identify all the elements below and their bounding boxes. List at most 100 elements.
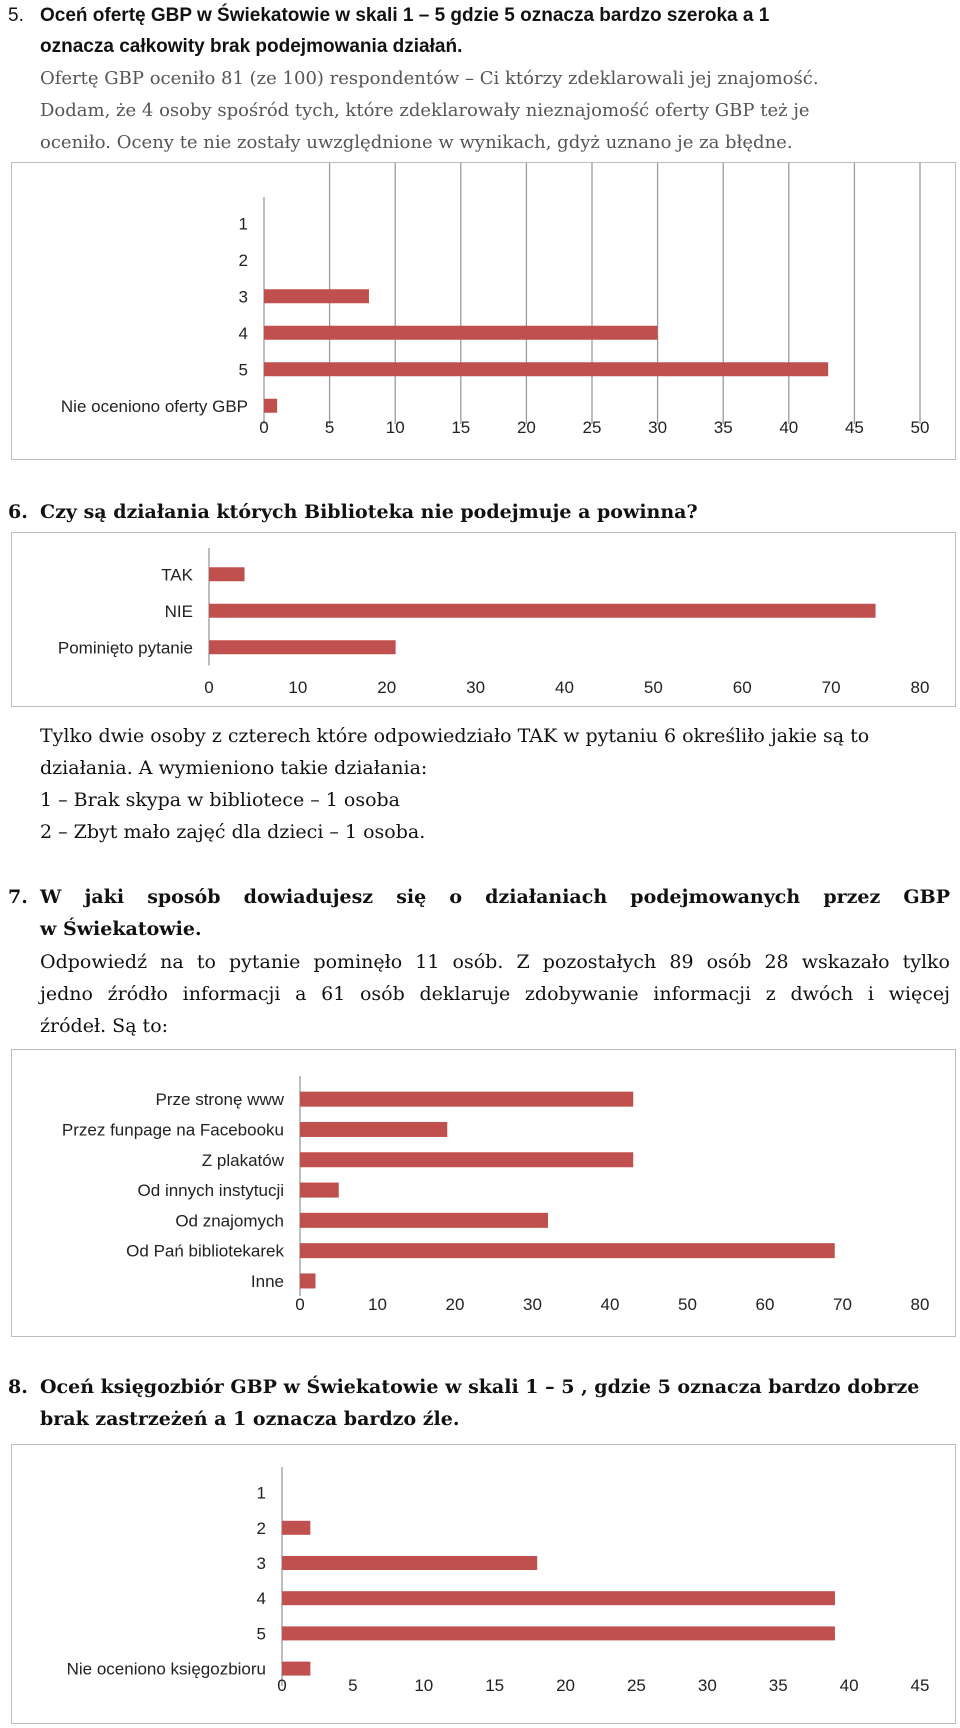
q7-heading-line1: W jaki sposób dowiadujesz się o działani… [40,886,950,908]
category-label: Nie oceniono oferty GBP [61,397,248,416]
q5-heading-line2: oznacza całkowity brak podejmowania dzia… [40,36,463,57]
tick-label: 80 [911,678,930,697]
q8-number: 8. [8,1376,28,1398]
category-label: 5 [239,360,248,379]
tick-label: 45 [845,418,864,437]
tick-label: 0 [259,418,268,437]
tick-label: 15 [451,418,470,437]
q6-number: 6. [8,501,28,523]
q6-heading: Czy są działania których Biblioteka nie … [40,501,698,523]
q6-list-item-1: 1 – Brak skypa w bibliotece – 1 osoba [40,789,401,811]
tick-label: 70 [822,678,841,697]
tick-label: 0 [295,1295,304,1314]
q8-heading-line1: Oceń księgozbiór GBP w Świekatowie w ska… [40,1376,920,1398]
bar [209,603,876,618]
tick-label: 10 [288,678,307,697]
q5-number: 5. [8,5,24,26]
chart-q6-frame: TAK NIE Pominięto pytanie 0 10 20 30 40 50 60 70 80 [11,532,956,707]
tick-label: 40 [840,1676,859,1695]
tick-label: 20 [517,418,536,437]
category-label: Od Pań bibliotekarek [126,1242,284,1261]
category-label: Od innych instytucji [138,1181,284,1200]
q5-paragraph-line3: oceniło. Oceny te nie zostały uwzględnio… [40,132,793,153]
bar [282,1520,311,1535]
category-label: Pominięto pytanie [58,638,193,657]
bar [300,1212,548,1228]
bar [300,1091,634,1107]
tick-label: 70 [833,1295,852,1314]
category-label: Przez funpage na Facebooku [62,1120,284,1139]
tick-label: 20 [446,1295,465,1314]
tick-label: 40 [555,678,574,697]
bar [300,1182,339,1198]
chart-q7-frame: Prze stronę www Przez funpage na Facebook… [11,1049,956,1337]
tick-label: 25 [583,418,602,437]
tick-label: 60 [733,678,752,697]
tick-label: 5 [348,1676,357,1695]
category-label: Nie oceniono księgozbioru [67,1660,266,1679]
category-label: 3 [239,287,248,306]
tick-label: 0 [277,1676,286,1695]
q7-number: 7. [8,886,28,908]
bar [282,1661,311,1676]
bar [264,398,278,413]
bar [300,1273,316,1289]
tick-label: 30 [648,418,667,437]
bar [300,1243,835,1259]
q5-heading-line1: Oceń ofertę GBP w Świekatowie w skali 1 … [40,5,770,26]
bar [300,1121,448,1137]
category-label: 5 [257,1624,266,1643]
category-label: Prze stronę www [156,1090,285,1109]
tick-label: 10 [368,1295,387,1314]
q7-paragraph-line1: Odpowiedź na to pytanie pominęło 11 osób… [40,951,950,973]
tick-label: 50 [678,1295,697,1314]
tick-label: 80 [911,1295,930,1314]
q6-paragraph-line2: działania. A wymieniono takie działania: [40,757,428,779]
chart-q8-frame: 1 2 3 4 5 Nie oceniono księgozbioru 0 5 10 15 20 25… [11,1444,956,1724]
tick-label: 35 [769,1676,788,1695]
q7-paragraph-line3: źródeł. Są to: [40,1015,169,1037]
bar [209,567,245,582]
category-label: Inne [251,1272,284,1291]
q6-paragraph-line1: Tylko dwie osoby z czterech które odpowi… [40,725,870,747]
category-label: 2 [257,1519,266,1538]
tick-label: 20 [377,678,396,697]
bar [282,1591,835,1606]
category-label: 1 [239,214,248,233]
category-label: 2 [239,251,248,270]
category-label: Od znajomych [175,1211,284,1230]
bar [300,1152,634,1168]
q6-list-item-2: 2 – Zbyt mało zajęć dla dzieci – 1 osoba… [40,821,426,843]
chart-q7: Prze stronę www Przez funpage na Facebook… [62,1076,930,1314]
tick-label: 60 [756,1295,775,1314]
category-label: Z plakatów [202,1151,285,1170]
q7-paragraph-line2: jedno źródło informacji a 61 osób deklar… [40,983,950,1005]
category-label: TAK [161,565,193,584]
category-label: NIE [165,602,193,621]
chart-q5-frame: 1 2 3 4 5 Nie oceniono oferty GBP 0 5 10 15 20 25 30… [11,162,956,460]
q7-heading-line2: w Świekatowie. [40,918,202,940]
bar [264,289,369,304]
tick-label: 30 [466,678,485,697]
q5-paragraph-line1: Ofertę GBP oceniło 81 (ze 100) responden… [40,68,819,89]
tick-label: 35 [714,418,733,437]
tick-label: 10 [386,418,405,437]
bar [264,362,829,377]
tick-label: 30 [523,1295,542,1314]
category-label: 1 [257,1484,266,1503]
tick-label: 50 [644,678,663,697]
q5-paragraph-line2: Dodam, że 4 osoby spośród tych, które zd… [40,100,810,121]
bar [209,640,396,655]
tick-label: 20 [556,1676,575,1695]
chart-q6: TAK NIE Pominięto pytanie 0 10 20 30 40 50 60 70 80 [58,548,930,697]
category-label: 4 [239,324,248,343]
tick-label: 30 [698,1676,717,1695]
category-label: 3 [257,1554,266,1573]
tick-label: 50 [911,418,930,437]
tick-label: 5 [325,418,334,437]
tick-label: 15 [485,1676,504,1695]
bar [282,1556,538,1570]
bar [264,325,658,340]
